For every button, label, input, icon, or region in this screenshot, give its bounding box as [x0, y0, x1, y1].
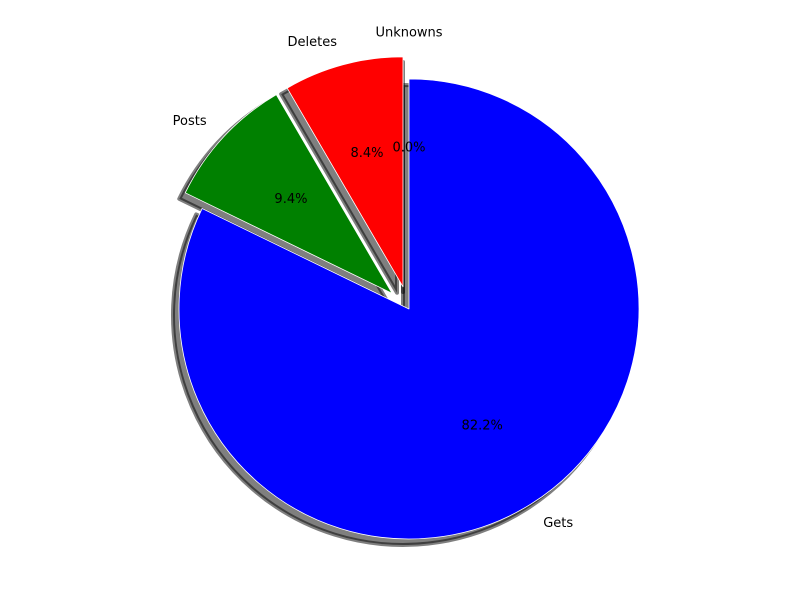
label-layer: 82.2% Gets 9.4% Posts 8.4% Deletes 0.0% Unknown… — [173, 26, 574, 531]
pie-slice-deletes — [286, 56, 404, 288]
pct-label-unknowns: 0.0% — [392, 141, 425, 156]
slice-label-gets: Gets — [543, 516, 573, 531]
slice-label-posts: Posts — [173, 114, 207, 129]
pie-slice-gets — [178, 78, 640, 540]
wedge-layer — [178, 56, 640, 540]
pie-slice-posts — [184, 94, 393, 294]
pct-label-posts: 9.4% — [274, 192, 307, 207]
slice-label-unknowns: Unknowns — [375, 26, 442, 41]
pct-label-deletes: 8.4% — [350, 146, 383, 161]
slice-label-deletes: Deletes — [288, 35, 338, 50]
pct-label-gets: 82.2% — [462, 418, 503, 433]
